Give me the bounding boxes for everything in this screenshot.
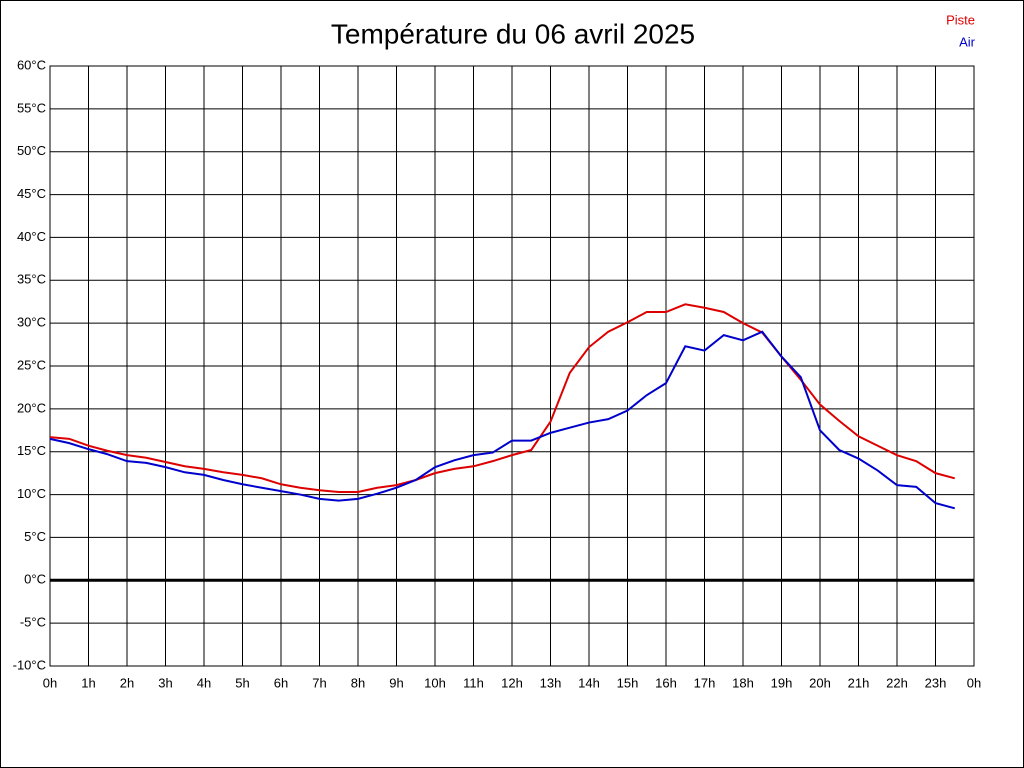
y-tick-label: 40°C xyxy=(17,229,46,244)
x-tick-label: 3h xyxy=(158,675,172,690)
legend-label: Air xyxy=(959,34,976,49)
y-tick-label: -5°C xyxy=(20,615,46,630)
chart-title: Température du 06 avril 2025 xyxy=(331,18,695,49)
x-tick-label: 0h xyxy=(43,675,57,690)
x-tick-label: 16h xyxy=(655,675,677,690)
y-tick-label: 15°C xyxy=(17,443,46,458)
y-tick-label: 60°C xyxy=(17,57,46,72)
y-tick-label: 30°C xyxy=(17,315,46,330)
x-tick-label: 11h xyxy=(463,675,484,690)
y-tick-label: 35°C xyxy=(17,272,46,287)
x-tick-label: 20h xyxy=(809,675,831,690)
y-tick-label: 5°C xyxy=(24,529,46,544)
x-tick-label: 14h xyxy=(578,675,600,690)
x-tick-label: 22h xyxy=(886,675,908,690)
x-tick-label: 1h xyxy=(81,675,95,690)
y-tick-label: 55°C xyxy=(17,100,46,115)
x-tick-label: 8h xyxy=(351,675,365,690)
x-tick-label: 9h xyxy=(389,675,403,690)
x-tick-label: 10h xyxy=(424,675,446,690)
x-tick-label: 12h xyxy=(501,675,523,690)
legend-label: Piste xyxy=(946,12,975,27)
x-tick-label: 21h xyxy=(848,675,870,690)
x-tick-label: 2h xyxy=(120,675,134,690)
x-tick-label: 6h xyxy=(274,675,288,690)
x-tick-label: 4h xyxy=(197,675,211,690)
x-tick-label: 5h xyxy=(235,675,249,690)
series-line xyxy=(49,330,956,510)
y-tick-label: 25°C xyxy=(17,357,46,372)
x-tick-label: 7h xyxy=(312,675,326,690)
y-tick-label: 20°C xyxy=(17,400,46,415)
x-tick-label: 18h xyxy=(732,675,754,690)
y-tick-label: 50°C xyxy=(17,143,46,158)
y-tick-label: 0°C xyxy=(24,572,46,587)
y-tick-label: 10°C xyxy=(17,486,46,501)
x-tick-label: 19h xyxy=(771,675,793,690)
x-tick-label: 15h xyxy=(617,675,639,690)
x-tick-label: 13h xyxy=(540,675,562,690)
x-tick-label: 0h xyxy=(967,675,981,690)
y-tick-label: -10°C xyxy=(13,657,46,672)
x-tick-label: 17h xyxy=(694,675,716,690)
x-tick-label: 23h xyxy=(925,675,947,690)
y-tick-label: 45°C xyxy=(17,186,46,201)
